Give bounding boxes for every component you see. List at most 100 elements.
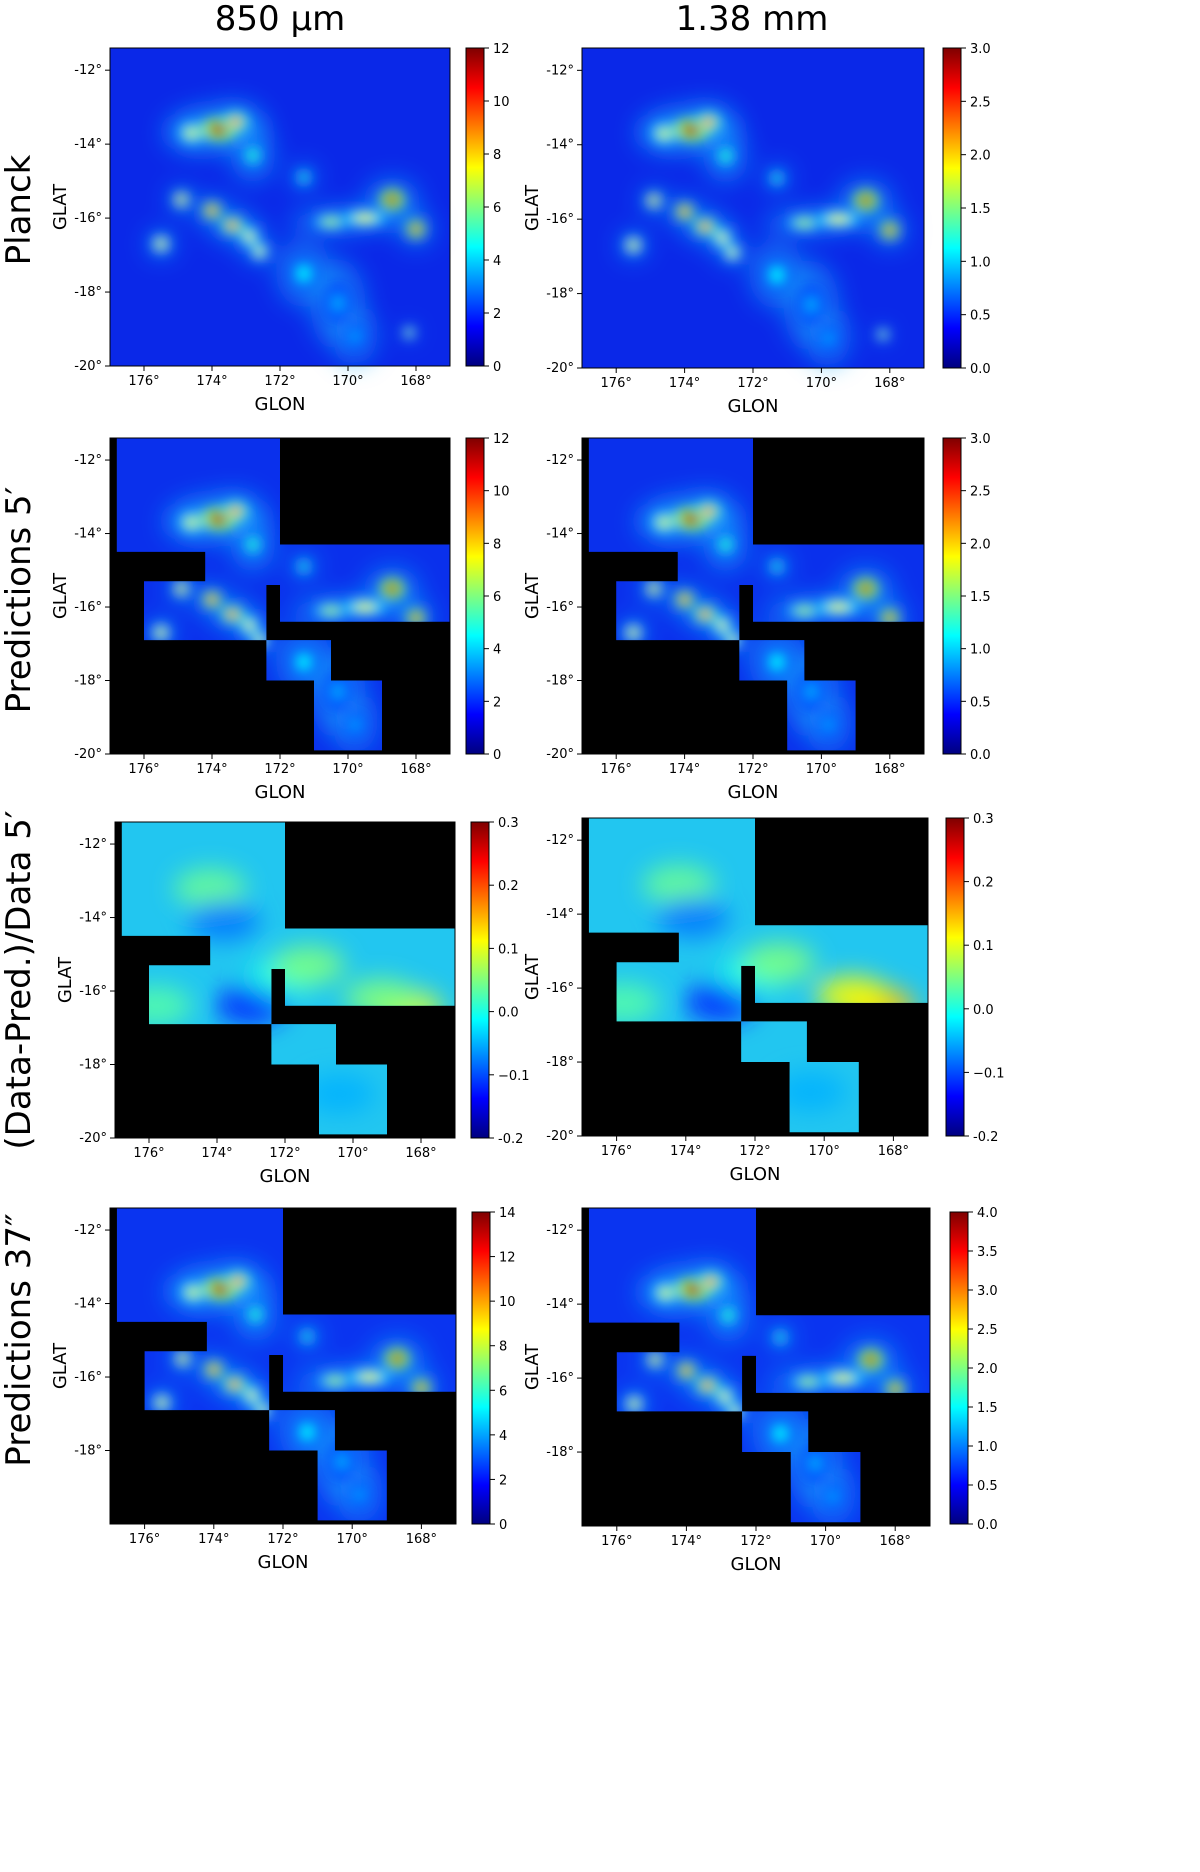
y-tick-label: -16°	[546, 212, 574, 227]
y-tick-label: -18°	[74, 674, 102, 689]
row-title-planck: Planck	[0, 154, 39, 265]
panel-3-0: 176° 174° 172° 170° 168° -12° -14° -16° -18° GLON…	[50, 1206, 516, 1573]
colorbar-tick-label: −0.1	[498, 1069, 530, 1084]
colorbar-tick-label: 0.0	[973, 1003, 994, 1018]
colorbar-tick-label: −0.1	[973, 1066, 1005, 1081]
y-tick-label: -12°	[74, 453, 102, 468]
x-tick-label: 168°	[406, 1532, 437, 1547]
emission-core	[331, 682, 345, 701]
colorbar-tick-label: 3.0	[977, 1284, 998, 1299]
emission-core	[321, 606, 341, 615]
y-tick-label: -14°	[74, 1297, 102, 1312]
emission-core	[808, 1453, 822, 1473]
y-tick-label: -16°	[79, 984, 107, 999]
x-tick-label: 172°	[269, 1146, 300, 1161]
emission-core	[358, 1373, 381, 1381]
x-tick-label: 170°	[332, 374, 363, 389]
y-tick-label: -12°	[546, 833, 574, 848]
emission-core	[679, 595, 690, 605]
y-tick-label: -12°	[546, 63, 574, 78]
y-tick-label: -18°	[546, 287, 574, 302]
diffuse-emission	[146, 102, 434, 364]
panels: 176° 174° 172° 170° 168° -12° -14° -16° -18° -20°…	[50, 42, 1005, 1575]
emission-core	[681, 123, 702, 136]
panel-0-1: 176° 174° 172° 170° 168° -12° -14° -16° -18° -20°…	[522, 42, 991, 417]
x-tick-label: 176°	[601, 762, 632, 777]
colorbar-tick-label: 0.0	[498, 1006, 519, 1021]
emission-core	[228, 1379, 241, 1390]
residual-patch	[684, 982, 757, 1023]
colorbar-tick-label: 12	[493, 432, 510, 447]
emission-core	[704, 1276, 718, 1288]
x-tick-label: 170°	[337, 1146, 368, 1161]
colorbar	[465, 437, 485, 755]
emission-core	[208, 123, 229, 136]
residual-patch	[215, 985, 287, 1026]
colorbar-tick-label: 1.0	[977, 1440, 998, 1455]
colorbar	[942, 437, 962, 755]
y-tick-label: -18°	[74, 285, 102, 300]
emission-core	[629, 1399, 639, 1409]
x-tick-label: 168°	[405, 1146, 436, 1161]
y-tick-label: -16°	[74, 1370, 102, 1385]
y-tick-label: -20°	[74, 747, 102, 762]
emission-core	[728, 248, 737, 257]
colorbar-tick-label: 12	[493, 42, 510, 57]
x-tick-label: 172°	[739, 1144, 770, 1159]
emission-core	[702, 506, 716, 517]
emission-core	[354, 214, 376, 222]
x-tick-label: 170°	[806, 376, 837, 391]
colorbar-tick-label: 0.0	[970, 748, 991, 763]
y-axis-label: GLAT	[50, 183, 71, 230]
emission-core	[890, 1384, 901, 1395]
colorbar-tick-label: 1.0	[970, 255, 991, 270]
colorbar-tick-label: 1.5	[970, 202, 991, 217]
emission-core	[720, 538, 732, 552]
emission-core	[299, 173, 308, 182]
emission-core	[701, 1380, 714, 1391]
emission-core	[186, 1287, 200, 1298]
emission-core	[185, 127, 199, 139]
emission-core	[349, 718, 361, 732]
emission-core	[832, 1374, 854, 1382]
x-tick-label: 172°	[740, 1534, 771, 1549]
x-tick-label: 168°	[878, 1144, 909, 1159]
emission-core	[795, 606, 814, 615]
x-axis-label: GLON	[255, 782, 306, 803]
colorbar-tick-label: 0.3	[498, 816, 519, 831]
emission-core	[770, 267, 784, 283]
colorbar-tick-label: 0.5	[970, 695, 991, 710]
emission-core	[244, 620, 254, 631]
emission-core	[884, 613, 895, 623]
x-tick-label: 174°	[198, 1532, 229, 1547]
y-tick-label: -20°	[546, 747, 574, 762]
emission-core	[349, 329, 361, 343]
x-tick-label: 176°	[128, 762, 159, 777]
y-tick-label: -18°	[79, 1058, 107, 1073]
x-tick-label: 172°	[737, 376, 768, 391]
y-axis-label: GLAT	[522, 1343, 543, 1390]
y-tick-label: -16°	[546, 981, 574, 996]
colorbar-tick-label: 2.0	[977, 1362, 998, 1377]
x-tick-label: 176°	[133, 1146, 164, 1161]
x-tick-label: 172°	[737, 762, 768, 777]
x-tick-label: 172°	[264, 374, 295, 389]
emission-core	[804, 682, 818, 701]
y-tick-label: -16°	[74, 211, 102, 226]
y-tick-label: -16°	[546, 600, 574, 615]
emission-core	[226, 609, 239, 620]
emission-core	[325, 1376, 345, 1385]
x-tick-label: 168°	[400, 762, 431, 777]
emission-core	[699, 609, 712, 620]
emission-core	[649, 584, 658, 593]
emission-core	[255, 247, 264, 256]
colorbar-tick-label: 0	[499, 1518, 507, 1533]
emission-cores	[625, 1271, 905, 1509]
y-tick-label: -12°	[74, 63, 102, 78]
emission-core	[411, 613, 421, 623]
x-tick-label: 170°	[337, 1532, 368, 1547]
colorbar-tick-label: 6	[493, 590, 501, 605]
emission-core	[859, 194, 873, 207]
y-axis-label: GLAT	[50, 1342, 71, 1389]
y-tick-label: -18°	[546, 674, 574, 689]
